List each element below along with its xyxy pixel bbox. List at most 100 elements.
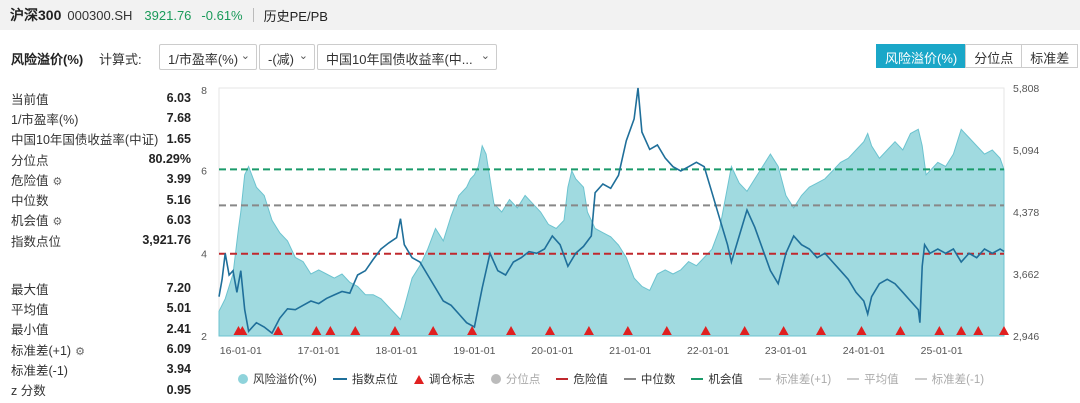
rebalance-marker <box>778 326 789 335</box>
index-price: 3921.76 <box>144 7 192 23</box>
stat-row: z 分数 0.95 <box>11 379 191 399</box>
stat-label-text: 最小值 <box>11 323 49 338</box>
legend-item[interactable]: 机会值 <box>691 371 743 387</box>
stats-panel-top: 当前值 6.03 1/市盈率(%) 7.68 中国10年国债收益率(中证) 1.65 分位点… <box>11 88 191 250</box>
rebalance-marker <box>856 326 867 335</box>
formula-select-2[interactable]: 中国10年国债收益率(中... ⌄ <box>317 44 497 70</box>
gear-icon[interactable]: ⚙ <box>52 216 63 229</box>
x-tick: 16-01-01 <box>220 345 262 357</box>
legend-item[interactable]: 标准差(+1) <box>758 371 832 387</box>
rebalance-marker <box>999 326 1009 335</box>
stat-label: 分位点 <box>11 150 49 169</box>
view-tabs: 风险溢价(%) 分位点 标准差 <box>876 44 1079 68</box>
stat-label-text: z 分数 <box>11 384 46 399</box>
legend-dash-icon <box>556 378 569 380</box>
tab-risk-premium[interactable]: 风险溢价(%) <box>876 44 967 68</box>
rebalance-marker <box>325 326 336 335</box>
stat-row: 标准差(+1) ⚙ 6.09 <box>11 339 191 359</box>
stat-row: 指数点位 3,921.76 <box>11 230 191 250</box>
chevron-down-icon: ⌄ <box>240 50 250 62</box>
stat-row: 最小值 2.41 <box>11 319 191 339</box>
stat-row: 平均值 5.01 <box>11 298 191 318</box>
formula-select-1-value: 1/市盈率(%) <box>168 52 239 67</box>
legend-item[interactable]: 调仓标志 <box>413 371 475 387</box>
chevron-down-icon: ⌄ <box>298 50 308 62</box>
stat-value: 1.65 <box>166 131 191 146</box>
stat-label-text: 危险值 <box>11 173 49 188</box>
rebalance-marker <box>544 326 555 335</box>
rebalance-marker <box>973 326 984 335</box>
legend-dash-icon <box>691 378 704 380</box>
rebalance-marker <box>350 326 361 335</box>
chevron-down-icon: ⌄ <box>480 50 490 62</box>
rebalance-marker <box>815 326 826 335</box>
stat-label: 平均值 <box>11 299 49 318</box>
y-left-tick: 2 <box>201 331 207 343</box>
metric-title: 风险溢价(%) <box>11 52 84 67</box>
rebalance-marker <box>700 326 711 335</box>
legend-item[interactable]: 指数点位 <box>332 371 398 387</box>
stat-label-text: 最大值 <box>11 282 49 297</box>
gear-icon[interactable]: ⚙ <box>75 345 85 358</box>
rebalance-marker <box>956 326 967 335</box>
stat-value: 6.03 <box>166 91 191 106</box>
legend-label: 中位数 <box>640 374 676 386</box>
legend-item[interactable]: 分位点 <box>490 371 540 387</box>
stats-panel-bottom: 最大值 7.20 平均值 5.01 最小值 2.41 标准差(+1) ⚙ 6.09 标准差(-1)… <box>11 278 191 400</box>
legend-dash-icon <box>914 378 927 380</box>
x-tick: 21-01-01 <box>609 345 651 357</box>
legend-item[interactable]: 中位数 <box>623 371 676 387</box>
legend-label: 机会值 <box>708 374 743 386</box>
y-left-tick: 4 <box>201 248 207 260</box>
legend-item[interactable]: 标准差(-1) <box>914 371 984 387</box>
rebalance-marker <box>467 326 478 335</box>
stat-label-text: 平均值 <box>11 302 49 317</box>
y-left-tick: 6 <box>201 166 207 178</box>
legend-item[interactable]: 平均值 <box>847 371 899 387</box>
y-left-tick: 8 <box>201 85 207 97</box>
stat-label: 机会值 ⚙ <box>11 210 62 229</box>
x-tick: 25-01-01 <box>921 345 963 357</box>
history-pe-pb-link[interactable]: 历史PE/PB <box>263 8 328 24</box>
rebalance-marker <box>622 326 633 335</box>
formula-select-1[interactable]: 1/市盈率(%) ⌄ <box>159 44 257 70</box>
legend-label: 平均值 <box>864 374 899 386</box>
stat-row: 最大值 7.20 <box>11 278 191 298</box>
legend-dash-icon <box>623 378 636 380</box>
x-tick: 24-01-01 <box>843 345 885 357</box>
y-right-tick: 2,946 <box>1013 331 1039 343</box>
stat-value: 7.20 <box>166 281 191 296</box>
stat-label-text: 机会值 <box>11 214 49 229</box>
stat-value: 0.95 <box>166 382 191 397</box>
x-tick: 18-01-01 <box>376 345 418 357</box>
tab-percentile[interactable]: 分位点 <box>965 44 1023 68</box>
legend-item[interactable]: 危险值 <box>556 371 608 387</box>
stat-label-text: 分位点 <box>11 153 49 168</box>
stat-label: 中国10年国债收益率(中证) <box>11 129 158 148</box>
rebalance-marker <box>506 326 517 335</box>
legend-item[interactable]: 风险溢价(%) <box>238 371 317 387</box>
stat-label: 当前值 <box>11 89 49 108</box>
legend-label: 标准差(+1) <box>775 374 832 386</box>
operator-select[interactable]: -(减) ⌄ <box>259 44 315 70</box>
rebalance-marker <box>583 326 594 335</box>
stat-label-text: 中国10年国债收益率(中证) <box>11 133 159 148</box>
stat-label: z 分数 <box>11 380 46 399</box>
gear-icon[interactable]: ⚙ <box>52 175 63 188</box>
y-right-tick: 5,808 <box>1013 83 1039 95</box>
x-tick: 22-01-01 <box>687 345 729 357</box>
index-change: -0.61% <box>201 7 243 23</box>
legend-dot-icon <box>490 374 501 384</box>
x-tick: 20-01-01 <box>531 345 573 357</box>
stat-label: 最大值 <box>11 279 49 298</box>
stat-value: 3,921.76 <box>142 233 191 248</box>
series-risk-premium-area <box>218 128 1005 337</box>
operator-select-value: -(减) <box>268 52 294 67</box>
x-tick: 23-01-01 <box>765 345 807 357</box>
y-right-tick: 4,378 <box>1013 207 1039 219</box>
calc-label: 计算式: <box>99 52 142 67</box>
tab-std-dev[interactable]: 标准差 <box>1021 44 1079 68</box>
legend-label: 危险值 <box>573 374 608 386</box>
legend-label: 风险溢价(%) <box>253 374 317 386</box>
